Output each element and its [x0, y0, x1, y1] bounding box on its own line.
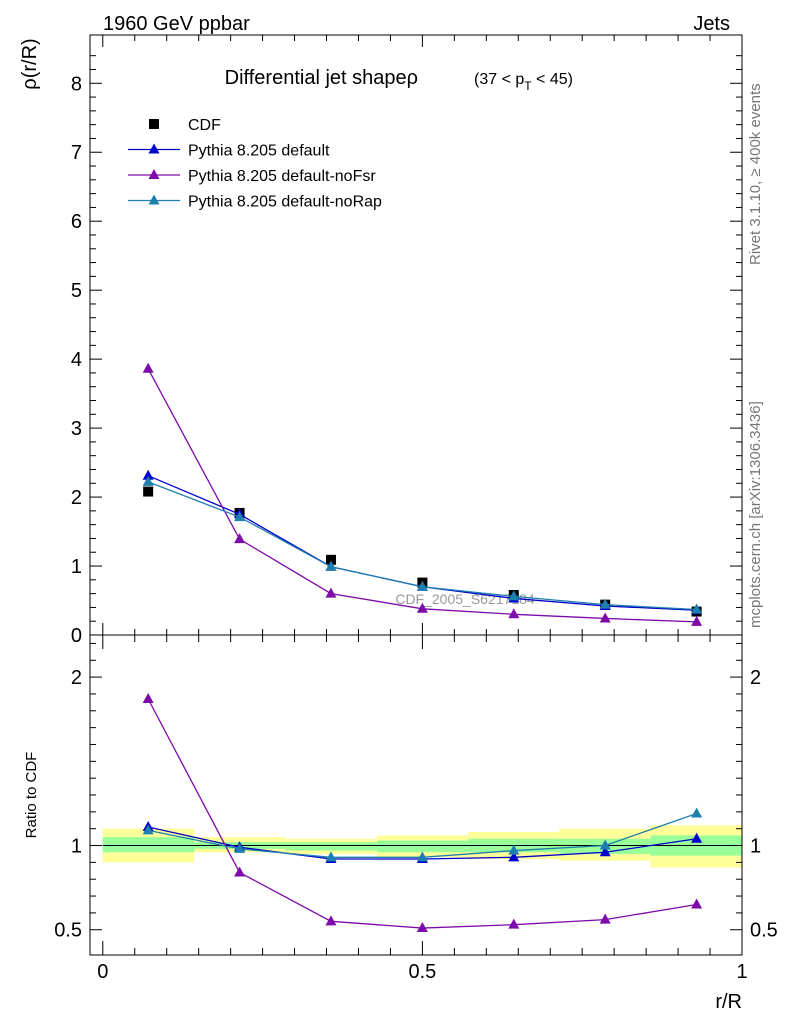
- main-y-axis-label: ρ(r/R): [19, 38, 41, 89]
- legend-label: CDF: [188, 117, 221, 134]
- ratio-y-tick-label: 2: [71, 667, 82, 689]
- ratio-data-point-2: [234, 842, 246, 853]
- ratio-inner-band: [102, 837, 195, 853]
- main-data-point-3: [325, 560, 337, 571]
- main-data-point-2: [416, 602, 428, 613]
- legend-label: Pythia 8.205 default-noFsr: [188, 168, 376, 185]
- ratio-data-point-2: [416, 851, 428, 862]
- main-data-point-3: [508, 590, 520, 601]
- main-plot-title: Differential jet shapeρ: [225, 67, 418, 89]
- main-data-point-0: [143, 486, 154, 497]
- legend-label: Pythia 8.205 default: [188, 143, 330, 160]
- main-data-point-0: [325, 554, 336, 565]
- ratio-data-point-2: [142, 824, 154, 835]
- legend: CDF Pythia 8.205 default Pythia 8.205 defa…: [128, 117, 382, 211]
- ratio-data-point-1: [691, 898, 703, 909]
- ratio-data-point-1: [142, 693, 154, 703]
- legend-marker: [148, 169, 160, 179]
- ratio-data-point-0: [599, 846, 611, 857]
- ratio-data-point-1: [234, 866, 246, 877]
- ratio-plot-panel: 0.5 0.51 12 20 0.5 1 Ratio to CDF r/R: [23, 634, 778, 1013]
- ratio-data-point-2: [508, 844, 520, 855]
- ratio-y-tick-label-right: 0.5: [750, 920, 778, 942]
- ratio-series-line-1: [147, 698, 697, 929]
- ratio-data-point-0: [691, 832, 703, 843]
- ratio-y-tick-label: 1: [71, 836, 82, 858]
- main-data-point-2: [142, 362, 154, 373]
- y-tick-label: 4: [71, 349, 82, 371]
- legend-marker: [148, 194, 160, 205]
- ratio-data-point-1: [599, 913, 611, 924]
- legend-marker: [149, 119, 159, 129]
- main-data-point-2: [234, 533, 246, 544]
- y-tick-label: 0: [71, 625, 82, 647]
- x-axis-label: r/R: [715, 991, 742, 1013]
- main-data-point-3: [142, 475, 154, 486]
- main-data-point-2: [325, 587, 337, 598]
- ratio-plot-frame: [89, 634, 743, 956]
- ratio-y-tick-label: 0.5: [54, 920, 82, 942]
- y-tick-label: 8: [71, 73, 82, 95]
- ratio-data-point-0: [508, 851, 520, 862]
- ratio-y-axis-label: Ratio to CDF: [23, 752, 40, 839]
- y-tick-label: 7: [71, 142, 82, 164]
- y-tick-label: 3: [71, 418, 82, 440]
- plot-left-title: 1960 GeV ppbar: [103, 13, 250, 35]
- x-tick-label: 0: [97, 961, 108, 983]
- ratio-data-point-1: [325, 915, 337, 926]
- y-tick-label: 6: [71, 211, 82, 233]
- main-plot-subtitle: (37 < pT < 45): [474, 71, 573, 93]
- legend-label: Pythia 8.205 default-noRap: [188, 194, 382, 211]
- main-data-point-2: [599, 612, 611, 623]
- main-data-point-3: [599, 598, 611, 609]
- main-data-point-3: [416, 580, 428, 591]
- ratio-data-point-1: [416, 922, 428, 933]
- ratio-data-point-2: [691, 807, 703, 818]
- rivet-version-label: Rivet 3.1.10, ≥ 400k events: [747, 83, 764, 265]
- legend-marker: [148, 143, 160, 154]
- main-data-point-2: [691, 615, 703, 626]
- main-data-point-3: [691, 603, 703, 614]
- main-data-point-2: [508, 608, 520, 619]
- ratio-data-point-2: [325, 851, 337, 862]
- ratio-y-tick-label-right: 2: [750, 667, 761, 689]
- ratio-data-point-1: [508, 918, 520, 929]
- x-tick-label: 1: [736, 961, 747, 983]
- mcplots-source-label: mcplots.cern.ch [arXiv:1306.3436]: [747, 401, 764, 628]
- y-tick-label: 2: [71, 487, 82, 509]
- x-tick-label: 0.5: [408, 961, 436, 983]
- main-data-point-3: [234, 511, 246, 522]
- y-tick-label: 5: [71, 280, 82, 302]
- ratio-y-tick-label-right: 1: [750, 836, 761, 858]
- main-data-point-1: [142, 469, 154, 480]
- y-tick-label: 1: [71, 556, 82, 578]
- main-plot-panel: Differential jet shapeρ (37 < pT < 45) ρ…: [19, 34, 743, 647]
- ratio-inner-band: [285, 842, 378, 851]
- ratio-data-point-2: [599, 839, 611, 850]
- plot-right-title: Jets: [693, 13, 730, 35]
- ratio-inner-band: [377, 840, 468, 853]
